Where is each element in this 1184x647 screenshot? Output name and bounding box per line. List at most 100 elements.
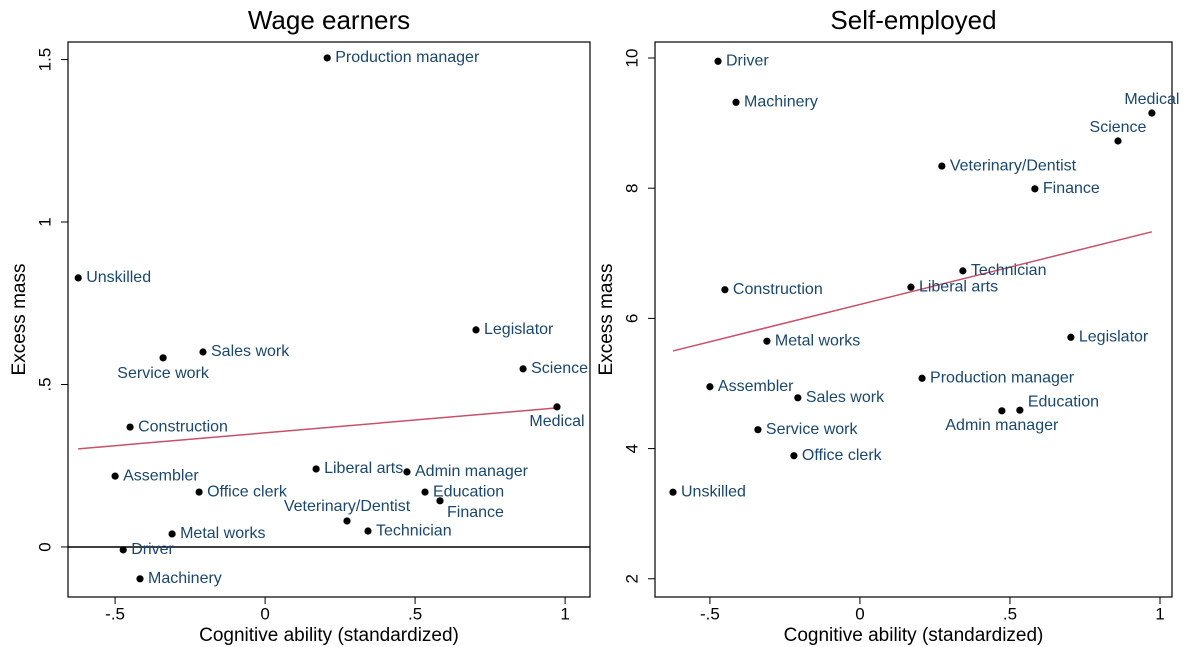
x-axis-title: Cognitive ability (standardized) bbox=[784, 625, 1044, 646]
point bbox=[199, 348, 207, 356]
y-tick-label: 0 bbox=[35, 542, 54, 551]
y-axis-title: Excess mass bbox=[9, 264, 30, 376]
point-label: Production manager bbox=[335, 49, 480, 66]
plot-frame bbox=[67, 41, 591, 598]
point bbox=[706, 383, 714, 391]
point bbox=[436, 497, 444, 505]
point-label: Construction bbox=[733, 281, 823, 298]
point bbox=[111, 472, 119, 480]
point bbox=[721, 286, 729, 294]
point bbox=[126, 423, 134, 431]
point bbox=[553, 403, 561, 411]
point bbox=[312, 465, 320, 473]
point-label: Education bbox=[433, 483, 504, 500]
point bbox=[472, 326, 480, 334]
point bbox=[790, 452, 798, 460]
point bbox=[168, 530, 176, 538]
point-label: Office clerk bbox=[802, 447, 883, 464]
point bbox=[669, 488, 677, 496]
x-tick-label: -.5 bbox=[700, 604, 720, 623]
x-tick-label: 0 bbox=[855, 604, 864, 623]
point bbox=[763, 337, 771, 345]
point bbox=[343, 517, 351, 525]
x-tick-label: 0 bbox=[260, 604, 269, 623]
point-label: Liberal arts bbox=[919, 278, 998, 295]
point-label: Legislator bbox=[484, 321, 554, 338]
point bbox=[938, 162, 946, 170]
point-label: Machinery bbox=[148, 570, 222, 587]
chart-title: Wage earners bbox=[248, 5, 410, 35]
point-label: Construction bbox=[138, 418, 228, 435]
y-tick-label: 10 bbox=[622, 49, 641, 68]
point bbox=[754, 426, 762, 434]
point-label: Science bbox=[1090, 119, 1147, 136]
fit-line bbox=[672, 231, 1153, 352]
y-tick-label: 2 bbox=[622, 574, 641, 583]
point bbox=[1067, 333, 1075, 341]
point-label: Production manager bbox=[930, 369, 1075, 386]
point-label: Admin manager bbox=[945, 417, 1059, 434]
point-label: Assembler bbox=[718, 378, 794, 395]
y-tick-label: 1 bbox=[35, 217, 54, 226]
point-label: Veterinary/Dentist bbox=[284, 498, 411, 515]
point-label: Driver bbox=[131, 541, 174, 558]
y-tick-label: 1.5 bbox=[35, 48, 54, 72]
point-label: Unskilled bbox=[681, 483, 746, 500]
point bbox=[403, 468, 411, 476]
point-label: Education bbox=[1028, 393, 1099, 410]
point bbox=[918, 374, 926, 382]
point-label: Finance bbox=[447, 504, 504, 521]
point bbox=[364, 527, 372, 535]
point bbox=[119, 546, 127, 554]
y-tick-label: 4 bbox=[622, 444, 641, 453]
point-label: Assembler bbox=[123, 467, 199, 484]
point bbox=[159, 354, 167, 362]
point bbox=[519, 365, 527, 373]
point bbox=[1148, 109, 1156, 117]
point-label: Machinery bbox=[744, 93, 818, 110]
plot-frame bbox=[654, 41, 1173, 598]
point-label: Liberal arts bbox=[324, 460, 403, 477]
y-axis-title: Excess mass bbox=[596, 264, 617, 376]
point bbox=[959, 267, 967, 275]
point-label: Office clerk bbox=[207, 483, 288, 500]
point-label: Technician bbox=[971, 262, 1047, 279]
point-label: Metal works bbox=[775, 332, 860, 349]
point bbox=[74, 274, 82, 282]
point bbox=[794, 394, 802, 402]
point-label: Sales work bbox=[211, 343, 290, 360]
chart-title: Self-employed bbox=[830, 5, 996, 35]
point bbox=[907, 283, 915, 291]
point-label: Veterinary/Dentist bbox=[950, 157, 1077, 174]
x-axis-title: Cognitive ability (standardized) bbox=[199, 625, 459, 646]
point-label: Service work bbox=[766, 421, 859, 438]
point-label: Sales work bbox=[806, 389, 885, 406]
point bbox=[714, 57, 722, 65]
y-tick-label: 8 bbox=[622, 183, 641, 192]
point bbox=[732, 98, 740, 106]
point-label: Medical bbox=[1124, 91, 1179, 108]
point bbox=[323, 54, 331, 62]
point bbox=[195, 488, 203, 496]
point-label: Science bbox=[531, 360, 588, 377]
point-label: Technician bbox=[376, 522, 452, 539]
point bbox=[998, 407, 1006, 415]
point-label: Legislator bbox=[1079, 328, 1149, 345]
point-label: Unskilled bbox=[86, 269, 151, 286]
point bbox=[1031, 185, 1039, 193]
point-label: Admin manager bbox=[415, 463, 529, 480]
y-tick-label: 6 bbox=[622, 314, 641, 323]
x-tick-label: 1 bbox=[560, 604, 569, 623]
point bbox=[136, 575, 144, 583]
y-tick-label: .5 bbox=[35, 377, 54, 391]
fit-line bbox=[78, 407, 558, 450]
point-label: Metal works bbox=[180, 525, 265, 542]
point-label: Service work bbox=[117, 365, 210, 382]
point bbox=[1016, 406, 1024, 414]
x-tick-label: .5 bbox=[408, 604, 422, 623]
x-tick-label: .5 bbox=[1003, 604, 1017, 623]
point-label: Driver bbox=[726, 52, 769, 69]
point bbox=[1114, 137, 1122, 145]
